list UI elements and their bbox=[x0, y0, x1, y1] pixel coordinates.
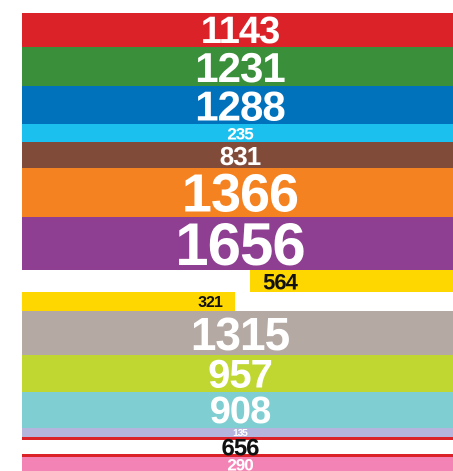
value-label: 235 bbox=[227, 125, 253, 144]
band bbox=[22, 217, 453, 270]
band bbox=[22, 428, 453, 437]
band bbox=[22, 168, 453, 217]
value-label: 1288 bbox=[195, 83, 285, 130]
value-label: 831 bbox=[220, 141, 261, 171]
band bbox=[22, 392, 453, 428]
value-label: 564 bbox=[263, 270, 298, 295]
value-label: 290 bbox=[227, 456, 253, 471]
band bbox=[22, 457, 453, 471]
band bbox=[22, 437, 453, 457]
band bbox=[22, 47, 453, 86]
band bbox=[22, 292, 235, 311]
value-label: 1366 bbox=[182, 164, 298, 224]
band-border bbox=[22, 454, 453, 457]
band bbox=[22, 142, 453, 168]
band bbox=[22, 86, 453, 124]
band-border bbox=[22, 437, 453, 440]
value-label: 1315 bbox=[191, 308, 290, 360]
value-label: 321 bbox=[198, 294, 223, 311]
band bbox=[22, 13, 453, 47]
band bbox=[22, 355, 453, 392]
value-label: 1231 bbox=[195, 44, 285, 91]
band bbox=[250, 270, 453, 292]
value-label: 957 bbox=[208, 353, 272, 397]
value-label: 135 bbox=[233, 428, 248, 439]
value-label: 908 bbox=[210, 390, 270, 432]
band bbox=[22, 311, 453, 355]
value-label: 656 bbox=[221, 435, 259, 462]
value-label: 1143 bbox=[201, 10, 279, 52]
band bbox=[22, 124, 453, 142]
value-label: 1656 bbox=[175, 211, 304, 278]
